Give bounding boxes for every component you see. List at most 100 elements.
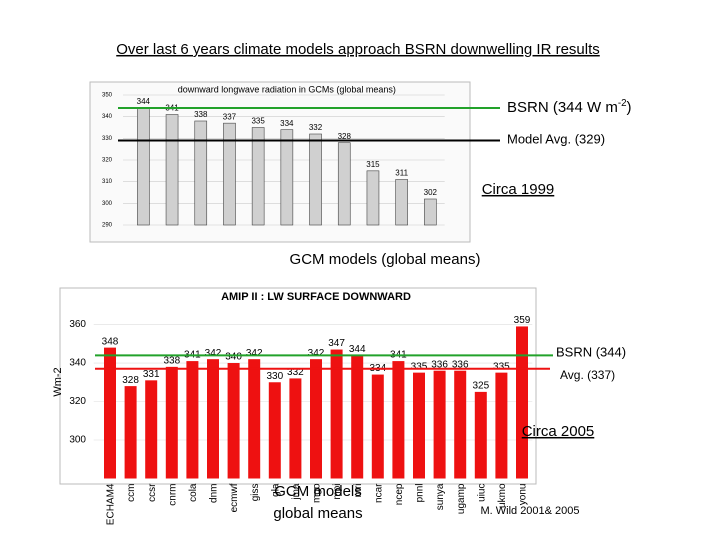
x-tick-label: ncar (373, 483, 384, 503)
x-tick-label: ccm (126, 484, 137, 502)
reference-label: BSRN (344 W m-2) (507, 98, 632, 116)
x-tick-label: sunya (435, 483, 446, 510)
bar (474, 391, 487, 479)
x-tick-label: ukmo (497, 483, 508, 508)
value-label: 342 (308, 348, 325, 359)
chart-title: downward longwave radiation in GCMs (glo… (178, 84, 396, 94)
value-label: 302 (424, 188, 438, 197)
y-tick-label: 330 (102, 136, 113, 142)
value-label: 342 (246, 348, 263, 359)
bar (268, 382, 281, 479)
bar (424, 198, 437, 226)
x-tick-label: mgo (312, 483, 323, 503)
bar (227, 363, 240, 479)
slide-title: Over last 6 years climate models approac… (116, 41, 600, 58)
annotation-line: GCM models (274, 483, 362, 500)
y-axis-label: Wm-2 (52, 367, 64, 396)
bar (395, 179, 408, 226)
x-tick-label: ccsr (147, 483, 158, 502)
x-tick-label: giss (250, 484, 261, 502)
x-tick-label: mpi (332, 484, 343, 500)
value-label: 330 (266, 371, 283, 382)
value-label: 337 (223, 112, 237, 121)
value-label: 325 (472, 381, 489, 392)
reference-label: BSRN (344) (556, 345, 626, 360)
x-tick-label: pnnl (415, 484, 426, 503)
bar (165, 114, 179, 226)
value-label: 336 (452, 359, 469, 370)
value-label: 328 (338, 132, 352, 141)
x-tick-label: ncep (394, 483, 405, 505)
bar (289, 378, 302, 479)
value-label: 335 (411, 361, 428, 372)
bar (351, 355, 364, 479)
annotation: GCM models (global means) (290, 251, 481, 268)
x-tick-label: ecmwf (229, 483, 240, 512)
bar (165, 366, 178, 479)
bar (433, 370, 446, 479)
reference-label-text: BSRN (344) (556, 345, 626, 360)
y-tick-label: 350 (102, 93, 113, 99)
y-tick-label: 320 (69, 396, 86, 407)
bar (124, 386, 137, 479)
bar (309, 133, 322, 226)
bar (186, 361, 199, 479)
value-label: 332 (287, 367, 304, 378)
annotation: Circa 1999 (482, 181, 555, 198)
bar (310, 359, 322, 479)
reference-label-text: Model Avg. (329) (507, 132, 605, 147)
value-label: 334 (280, 119, 294, 128)
bar (392, 361, 405, 479)
bar (223, 122, 236, 226)
value-label: 344 (349, 344, 366, 355)
bar (495, 372, 508, 479)
bar (454, 370, 467, 479)
value-label: 338 (194, 110, 208, 119)
reference-label: Avg. (337) (560, 368, 615, 382)
value-label: 335 (251, 117, 265, 126)
value-label: 335 (493, 361, 510, 372)
value-label: 359 (514, 315, 531, 326)
y-tick-label: 290 (102, 223, 113, 229)
reference-label: Model Avg. (329) (507, 132, 605, 147)
bar (248, 359, 261, 479)
y-tick-label: 320 (102, 158, 113, 164)
bar (251, 127, 265, 226)
value-label: 348 (102, 336, 119, 347)
x-tick-label: mri (353, 484, 364, 498)
x-tick-label: ugamp (456, 483, 467, 514)
chart-title: AMIP II : LW SURFACE DOWNWARD (221, 291, 411, 303)
annotation-line: global means (273, 505, 362, 522)
chart: downward longwave radiation in GCMs (glo… (89, 81, 632, 268)
bar (137, 107, 150, 226)
reference-label-text: BSRN (344 W m (507, 99, 618, 116)
bar (207, 359, 219, 479)
x-tick-label: gla (270, 483, 281, 497)
reference-label-sup: -2 (618, 98, 627, 109)
x-tick-label: uiuc (476, 484, 487, 502)
value-label: 331 (143, 369, 160, 380)
value-label: 311 (395, 169, 408, 178)
value-label: 347 (328, 338, 345, 349)
bar (194, 120, 208, 226)
value-label: 332 (309, 123, 323, 132)
annotation: GCM models global means (273, 483, 362, 522)
bar (280, 129, 294, 226)
bar (366, 170, 380, 226)
y-tick-label: 360 (69, 319, 86, 330)
y-tick-label: 300 (69, 435, 86, 446)
y-tick-label: 340 (69, 358, 86, 369)
bar (337, 142, 351, 226)
chart: AMIP II : LW SURFACE DOWNWARD Wm-2 300 320 3… (52, 287, 626, 525)
bar (145, 380, 158, 479)
value-label: 315 (366, 160, 380, 169)
x-tick-label: yonu (518, 484, 529, 506)
x-tick-label: dnm (209, 484, 220, 503)
value-label: 336 (431, 359, 448, 370)
value-label: 342 (205, 348, 222, 359)
value-label: 340 (225, 352, 242, 363)
y-tick-label: 310 (102, 179, 113, 185)
reference-label-tail: ) (627, 99, 632, 116)
annotation: M. Wild 2001& 2005 (480, 505, 579, 517)
